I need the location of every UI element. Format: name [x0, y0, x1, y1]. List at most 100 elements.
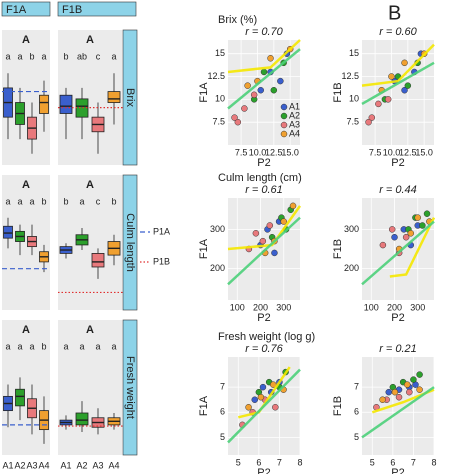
group-label: A	[86, 179, 94, 191]
letter-label: b	[41, 196, 46, 206]
point	[384, 96, 392, 103]
x-tick-label: 15.0	[415, 147, 433, 157]
y-tick-label: 12.5	[207, 71, 225, 81]
correlation-label: r = 0.44	[379, 184, 417, 196]
trait-label: Fresh weight	[124, 356, 136, 419]
letter-label: ab	[77, 51, 87, 61]
y-tick-label: 200	[210, 263, 225, 273]
correlation-label: r = 0.61	[245, 184, 283, 196]
trait-label: Brix	[124, 88, 136, 107]
y-tick-label: 10	[349, 94, 359, 104]
x-tick-label: 7	[277, 457, 282, 467]
point	[250, 91, 258, 99]
correlation-label: r = 0.76	[245, 343, 283, 355]
letter-label: a	[17, 341, 22, 351]
point	[252, 230, 260, 237]
legend-marker	[280, 112, 288, 120]
x-tick-label: 6	[390, 457, 395, 467]
y-axis-label: F1B	[332, 82, 344, 102]
correlation-label: r = 0.70	[245, 26, 283, 38]
x-tick-label: 100	[230, 302, 245, 312]
panel-background	[362, 357, 434, 455]
letter-label: b	[29, 51, 34, 61]
regression-line	[227, 48, 301, 110]
x-tick-label: 300	[410, 302, 425, 312]
letter-label: a	[111, 51, 116, 61]
letter-label: b	[41, 341, 46, 351]
letter-label: a	[63, 341, 68, 351]
letter-label: a	[17, 196, 22, 206]
point	[259, 383, 267, 391]
y-axis-label: F1B	[332, 396, 344, 416]
group-label: A	[22, 34, 30, 46]
x-tick-label: 8	[431, 457, 436, 467]
panel-background	[2, 320, 50, 455]
point	[272, 404, 279, 411]
x-axis-label: P2	[257, 467, 270, 474]
column-header	[1, 1, 51, 17]
point	[289, 202, 297, 210]
row-title: Brix (%)	[218, 14, 257, 26]
x-tick-label: 200	[387, 302, 402, 312]
y-tick-label: 6	[220, 407, 225, 417]
x-axis-label: P2	[391, 312, 404, 324]
regression-line	[361, 386, 435, 439]
y-tick-label: 7	[354, 382, 359, 392]
legend-marker	[280, 130, 288, 138]
point	[280, 218, 287, 225]
regression-line	[361, 43, 435, 87]
legend-label: P1A	[153, 226, 170, 236]
letter-label: a	[79, 196, 84, 206]
x-tick-label: A2	[76, 460, 87, 470]
x-tick-label: A1	[60, 460, 71, 470]
y-axis-label: F1A	[198, 395, 210, 416]
letter-label: b	[111, 196, 116, 206]
letter-label: c	[96, 51, 101, 61]
y-tick-label: 15	[349, 48, 359, 58]
letter-label: a	[5, 196, 10, 206]
legend-marker	[280, 121, 288, 129]
letter-label: a	[5, 341, 10, 351]
point	[379, 396, 386, 403]
x-tick-label: A4	[38, 460, 49, 470]
point	[395, 393, 403, 401]
letter-label: b	[63, 51, 68, 61]
letter-label: a	[95, 341, 100, 351]
point	[270, 86, 278, 94]
group-label: A	[86, 324, 94, 336]
point	[388, 226, 396, 233]
point	[416, 371, 423, 378]
point	[365, 118, 372, 126]
legend-label: A3	[289, 119, 300, 129]
box	[59, 94, 73, 114]
y-tick-label: 6	[354, 407, 359, 417]
letter-label: a	[5, 51, 10, 61]
point	[388, 73, 395, 80]
correlation-label: r = 0.60	[379, 26, 417, 38]
point	[391, 233, 398, 241]
point	[266, 222, 274, 229]
x-axis-label: P2	[257, 312, 270, 324]
x-tick-label: A2	[14, 460, 25, 470]
x-tick-label: 7	[411, 457, 416, 467]
x-tick-label: 5	[370, 457, 375, 467]
x-tick-label: 12.5	[265, 147, 283, 157]
regression-line	[227, 216, 301, 286]
y-tick-label: 300	[344, 224, 359, 234]
box	[15, 388, 25, 407]
panel-background	[58, 320, 122, 455]
box	[75, 412, 89, 426]
panel-background	[2, 175, 50, 310]
regression-line	[227, 368, 301, 444]
correlation-label: r = 0.21	[379, 343, 417, 355]
point	[375, 100, 382, 108]
point	[423, 210, 431, 217]
point	[271, 249, 278, 257]
panel-label: B	[388, 2, 401, 24]
legend-label: A2	[289, 110, 300, 120]
y-tick-label: 7.5	[346, 117, 359, 127]
row-title: Culm length (cm)	[218, 172, 302, 184]
legend-label: A4	[289, 128, 300, 138]
x-tick-label: 15.0	[281, 147, 299, 157]
x-tick-label: 6	[256, 457, 261, 467]
